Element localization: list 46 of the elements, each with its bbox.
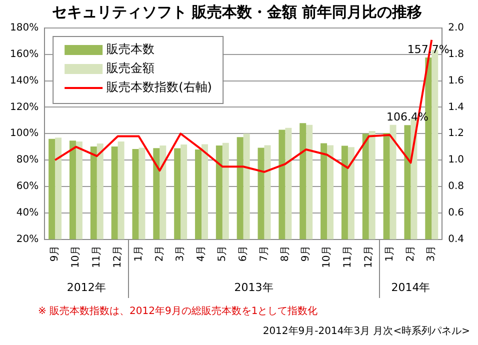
- x-tick-label: 5月: [217, 245, 228, 262]
- x-tick-label: 12月: [112, 245, 124, 268]
- x-tick-label: 10月: [70, 245, 82, 268]
- y-tick-label: 120%: [10, 102, 39, 113]
- x-tick-label: 9月: [50, 245, 61, 262]
- y-tick-label: 160%: [10, 49, 39, 60]
- y2-tick-label: 1.8: [448, 49, 464, 60]
- legend-label: 販売金額: [106, 61, 155, 76]
- x-tick-label: 3月: [426, 245, 438, 262]
- y-tick-label: 80%: [16, 154, 39, 166]
- text: 2014年: [391, 280, 430, 294]
- text: 2013年: [234, 280, 274, 294]
- y2-tick-label: 1.6: [448, 75, 464, 86]
- x-tick-label: 2月: [405, 245, 416, 262]
- y2-tick-label: 2.0: [448, 22, 464, 34]
- y-tick-label: 20%: [16, 234, 39, 245]
- y-tick-label: 100%: [10, 128, 39, 140]
- x-tick-label: 7月: [258, 245, 270, 262]
- x-tick-label: 1月: [133, 245, 144, 262]
- x-tick-label: 12月: [363, 245, 374, 268]
- text: 2012年: [66, 280, 106, 294]
- x-tick-label: 4月: [196, 245, 208, 262]
- text: ※ 販売本数指数は、2012年9月の総販売本数を1として指数化: [38, 304, 318, 318]
- y-tick-label: 140%: [10, 75, 39, 86]
- y2-tick-label: 1.2: [448, 128, 464, 140]
- x-tick-label: 11月: [91, 245, 102, 268]
- x-tick-label: 3月: [175, 245, 186, 262]
- x-tick-label: 11月: [342, 245, 354, 268]
- y-tick-label: 60%: [16, 181, 39, 192]
- x-tick-label: 2月: [154, 245, 166, 262]
- x-tick-label: 9月: [300, 245, 312, 262]
- legend-label: 販売本数指数(右軸): [106, 80, 212, 94]
- y2-tick-label: 1.4: [448, 102, 464, 113]
- x-tick-label: 8月: [280, 245, 291, 262]
- y2-tick-label: 1.0: [448, 154, 464, 166]
- legend-label: 販売本数: [106, 42, 155, 56]
- y2-tick-label: 0.4: [448, 234, 464, 245]
- x-tick-label: 6月: [238, 245, 249, 262]
- x-tick-label: 10月: [322, 245, 333, 268]
- y2-tick-label: 0.8: [448, 181, 464, 192]
- chart-title: セキュリティソフト 販売本数・金額 前年同月比の推移: [52, 2, 422, 21]
- y-tick-label: 40%: [16, 207, 39, 218]
- x-tick-label: 1月: [384, 245, 396, 262]
- text: 2012年9月-2014年3月 月次<時系列パネル>: [262, 324, 470, 338]
- y-tick-label: 180%: [10, 22, 39, 34]
- y2-tick-label: 0.6: [448, 207, 464, 218]
